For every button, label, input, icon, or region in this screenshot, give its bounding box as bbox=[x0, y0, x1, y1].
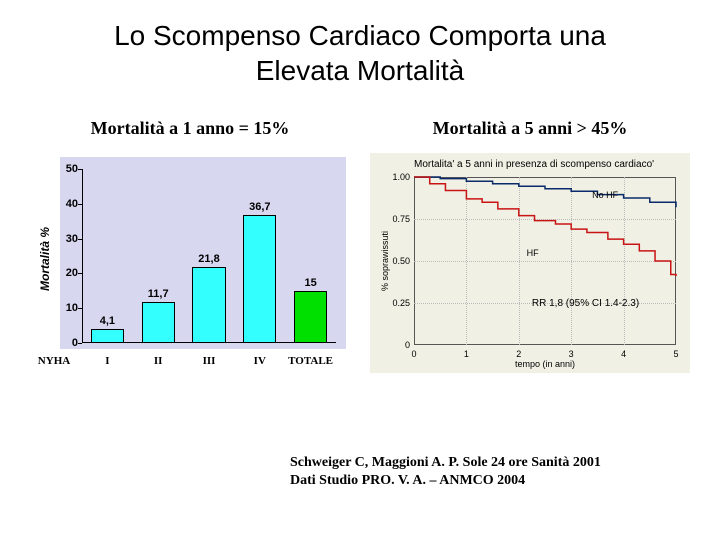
bar bbox=[192, 267, 225, 343]
title-line-1: Lo Scompenso Cardiaco Comporta una bbox=[114, 20, 606, 51]
citation-line-2: Dati Studio PRO. V. A. – ANMCO 2004 bbox=[290, 472, 601, 490]
bar-chart-xaxis-label: NYHA bbox=[38, 355, 70, 367]
xtick-label: TOTALE bbox=[288, 355, 333, 367]
ytick-label: 10 bbox=[58, 302, 78, 314]
bar-value-label: 21,8 bbox=[198, 253, 219, 265]
slide-title: Lo Scompenso Cardiaco Comporta una Eleva… bbox=[0, 0, 720, 98]
ytick-label: 50 bbox=[58, 163, 78, 175]
bar-value-label: 36,7 bbox=[249, 201, 270, 213]
bar-value-label: 15 bbox=[304, 277, 316, 289]
right-panel: Mortalità a 5 anni > 45% 00.250.500.751.… bbox=[370, 118, 690, 373]
left-subtitle: Mortalità a 1 anno = 15% bbox=[30, 118, 350, 139]
citation-line-1: Schweiger C, Maggioni A. P. Sole 24 ore … bbox=[290, 454, 601, 472]
xtick-label: IV bbox=[254, 355, 266, 367]
series-label-no-hf: No HF bbox=[592, 190, 618, 200]
right-subtitle: Mortalità a 5 anni > 45% bbox=[370, 118, 690, 139]
bar-chart-ylabel: Mortalità % bbox=[38, 227, 52, 291]
bar-value-label: 11,7 bbox=[148, 288, 169, 300]
bar bbox=[243, 215, 276, 343]
citation: Schweiger C, Maggioni A. P. Sole 24 ore … bbox=[290, 454, 601, 490]
series-label-hf: HF bbox=[527, 248, 539, 258]
bar bbox=[294, 291, 327, 343]
survival-chart: 00.250.500.751.00012345Mortalita' a 5 an… bbox=[370, 153, 690, 373]
left-panel: Mortalità a 1 anno = 15% 0 10 20 30 40 50 Mort… bbox=[30, 118, 350, 373]
title-line-2: Elevata Mortalità bbox=[256, 55, 465, 86]
bar bbox=[91, 329, 124, 343]
bar bbox=[142, 302, 175, 343]
xtick-label: I bbox=[105, 355, 109, 367]
ytick-label: 0 bbox=[58, 337, 78, 349]
xtick-label: III bbox=[203, 355, 216, 367]
rr-annotation: RR 1,8 (95% CI 1.4-2.3) bbox=[532, 298, 639, 309]
bar-value-label: 4,1 bbox=[100, 315, 115, 327]
xtick-label: II bbox=[154, 355, 163, 367]
bar-chart: 0 10 20 30 40 50 Mortalità % 4,1 I 11,7 II 21,8 III 3… bbox=[30, 153, 350, 373]
ytick-label: 20 bbox=[58, 267, 78, 279]
ytick-label: 40 bbox=[58, 198, 78, 210]
ytick-label: 30 bbox=[58, 233, 78, 245]
charts-row: Mortalità a 1 anno = 15% 0 10 20 30 40 50 Mort… bbox=[0, 98, 720, 373]
